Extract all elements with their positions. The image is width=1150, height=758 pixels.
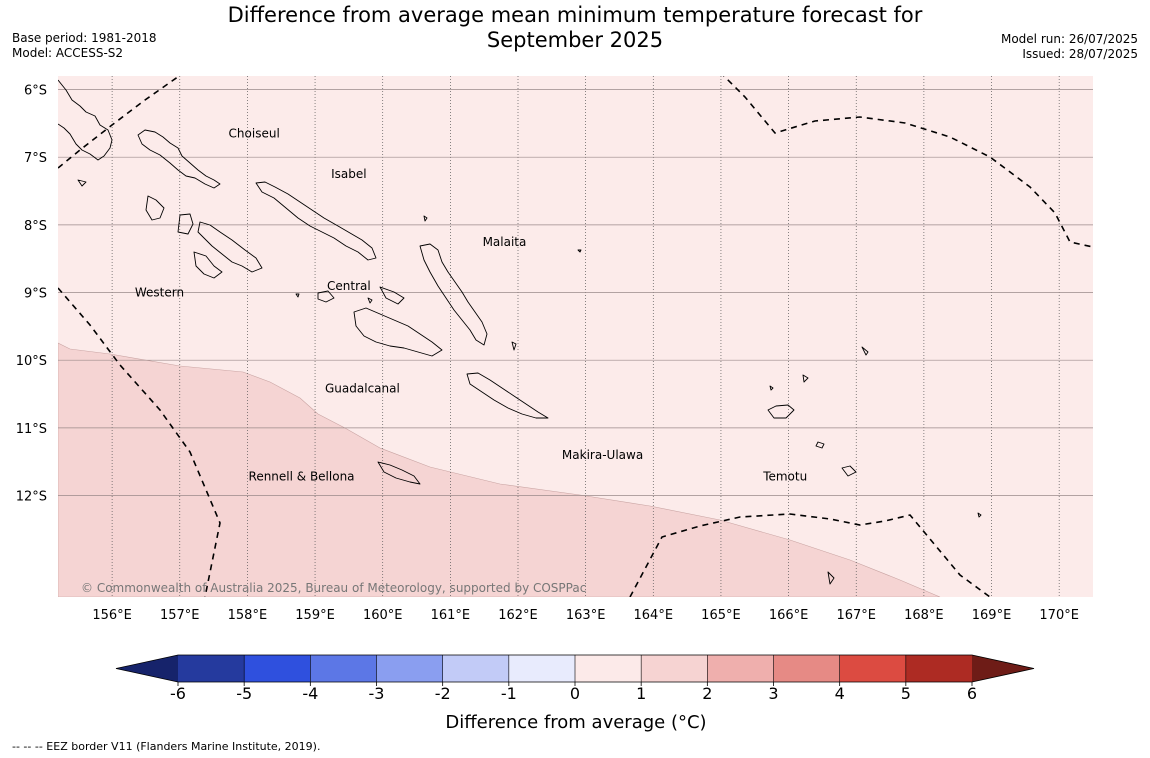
malaita-coast (419, 243, 488, 346)
province-label: Central (327, 279, 371, 293)
longitude-tick-label: 166°E (769, 608, 809, 623)
small-islets (77, 179, 982, 585)
longitude-tick-label: 162°E (498, 608, 538, 623)
santa-cruz-coast (767, 404, 795, 419)
rennell-coast (377, 461, 421, 485)
copyright-text: © Commonwealth of Australia 2025, Bureau… (81, 581, 586, 595)
latitude-tick-label: 10°S (16, 354, 47, 369)
colorbar-swatch (773, 655, 841, 682)
anomaly-zone-1-to-2 (58, 342, 941, 597)
coastlines (58, 79, 982, 585)
longitude-tick-label: 169°E (972, 608, 1012, 623)
utupua-coast (815, 441, 825, 449)
colorbar-tick-label: -3 (369, 684, 385, 703)
colorbar-tick-label: 6 (967, 684, 977, 703)
eez-border-west (58, 287, 221, 597)
colorbar-swatch (508, 655, 576, 682)
latitude-tick-label: 9°S (24, 287, 47, 302)
model-run-text: Model run: 26/07/2025 (1000, 32, 1138, 46)
colorbar-tick-label: 4 (835, 684, 845, 703)
longitude-tick-label: 157°E (160, 608, 200, 623)
colorbar-tick-label: -6 (170, 684, 186, 703)
longitude-labels: 156°E 157°E 158°E 159°E 160°E 161°E 162°E 163°E… (92, 608, 1079, 623)
colorbar-swatch (641, 655, 708, 682)
eez-border-north (58, 76, 181, 169)
province-label: Malaita (483, 235, 527, 249)
province-label: Guadalcanal (325, 382, 400, 396)
longitude-tick-label: 158°E (228, 608, 268, 623)
province-label: Temotu (762, 470, 807, 484)
colorbar-ticks: -6 -5 -4 -3 -2 -1 0 1 2 3 4 5 6 (170, 682, 977, 703)
colorbar-tick-label: -2 (435, 684, 451, 703)
colorbar-over-arrow (972, 655, 1034, 682)
colorbar-swatch (310, 655, 377, 682)
model-text: Model: ACCESS-S2 (12, 46, 124, 60)
title-line-2: September 2025 (486, 28, 664, 52)
province-label: Choiseul (229, 127, 280, 141)
base-period-text: Base period: 1981-2018 (12, 31, 157, 45)
colorbar-tick-label: 5 (901, 684, 911, 703)
longitude-tick-label: 161°E (431, 608, 471, 623)
colorbar-swatch (442, 655, 510, 682)
colorbar-swatch (376, 655, 444, 682)
guadalcanal-coast (353, 307, 443, 357)
map-title: Difference from average mean minimum tem… (0, 3, 1150, 53)
colorbar-label: Difference from average (°C) (445, 712, 706, 733)
longitude-tick-label: 163°E (566, 608, 606, 623)
longitude-tick-label: 156°E (92, 608, 132, 623)
colorbar-tick-label: -5 (236, 684, 252, 703)
longitude-tick-label: 168°E (904, 608, 944, 623)
latitude-tick-label: 6°S (24, 84, 47, 99)
longitude-tick-label: 167°E (836, 608, 876, 623)
latitude-tick-label: 8°S (24, 219, 47, 234)
colorbar-tick-label: 2 (702, 684, 712, 703)
longitude-tick-label: 170°E (1039, 608, 1079, 623)
colorbar-swatch (178, 655, 245, 682)
colorbar (115, 654, 1035, 683)
latitude-tick-label: 12°S (16, 490, 47, 505)
meta-right: Model run: 26/07/2025 Issued: 28/07/2025 (1001, 32, 1138, 62)
florida-islands-coast (317, 290, 335, 303)
meta-left: Base period: 1981-2018 Model: ACCESS-S2 (12, 31, 157, 61)
choiseul-coast (137, 129, 221, 189)
eez-borders (58, 76, 1093, 597)
latitude-labels: 6°S 7°S 8°S 9°S 10°S 11°S 12°S (16, 84, 47, 505)
vanikoro-coast (841, 465, 857, 477)
issued-text: Issued: 28/07/2025 (1022, 47, 1138, 61)
vella-lavella-coast (145, 195, 165, 221)
eez-footnote: -- -- -- EEZ border V11 (Flanders Marine… (12, 740, 321, 753)
colorbar-swatch (575, 655, 642, 682)
colorbar-swatch (839, 655, 907, 682)
colorbar-tick-label: 3 (768, 684, 778, 703)
colorbar-tick-label: -1 (501, 684, 517, 703)
map-area: Choiseul Isabel Malaita Western Central Guada… (58, 76, 1093, 597)
longitude-tick-label: 165°E (701, 608, 741, 623)
latitude-tick-label: 7°S (24, 151, 47, 166)
province-label: Isabel (331, 167, 366, 181)
eez-border-south (629, 513, 991, 597)
colorbar-swatch (905, 655, 973, 682)
colorbar-under-arrow (116, 655, 178, 682)
colorbar-swatch (707, 655, 774, 682)
longitude-tick-label: 160°E (363, 608, 403, 623)
new-georgia-coast (177, 213, 263, 279)
eez-border-east (722, 76, 1093, 248)
longitude-tick-label: 159°E (295, 608, 335, 623)
province-label: Makira-Ulawa (562, 448, 643, 462)
province-label: Rennell & Bellona (249, 470, 355, 484)
longitude-tick-label: 164°E (634, 608, 674, 623)
colorbar-tick-label: 0 (570, 684, 580, 703)
latitude-tick-label: 11°S (16, 422, 47, 437)
title-line-1: Difference from average mean minimum tem… (227, 3, 923, 27)
colorbar-swatch (244, 655, 311, 682)
makira-coast (466, 372, 549, 419)
province-label: Western (135, 286, 184, 300)
province-labels: Choiseul Isabel Malaita Western Central Guada… (135, 127, 807, 484)
colorbar-tick-label: -4 (302, 684, 318, 703)
graticule (58, 76, 1093, 597)
isabel-coast (255, 181, 377, 261)
colorbar-tick-label: 1 (636, 684, 646, 703)
bougainville-coast (58, 79, 113, 161)
